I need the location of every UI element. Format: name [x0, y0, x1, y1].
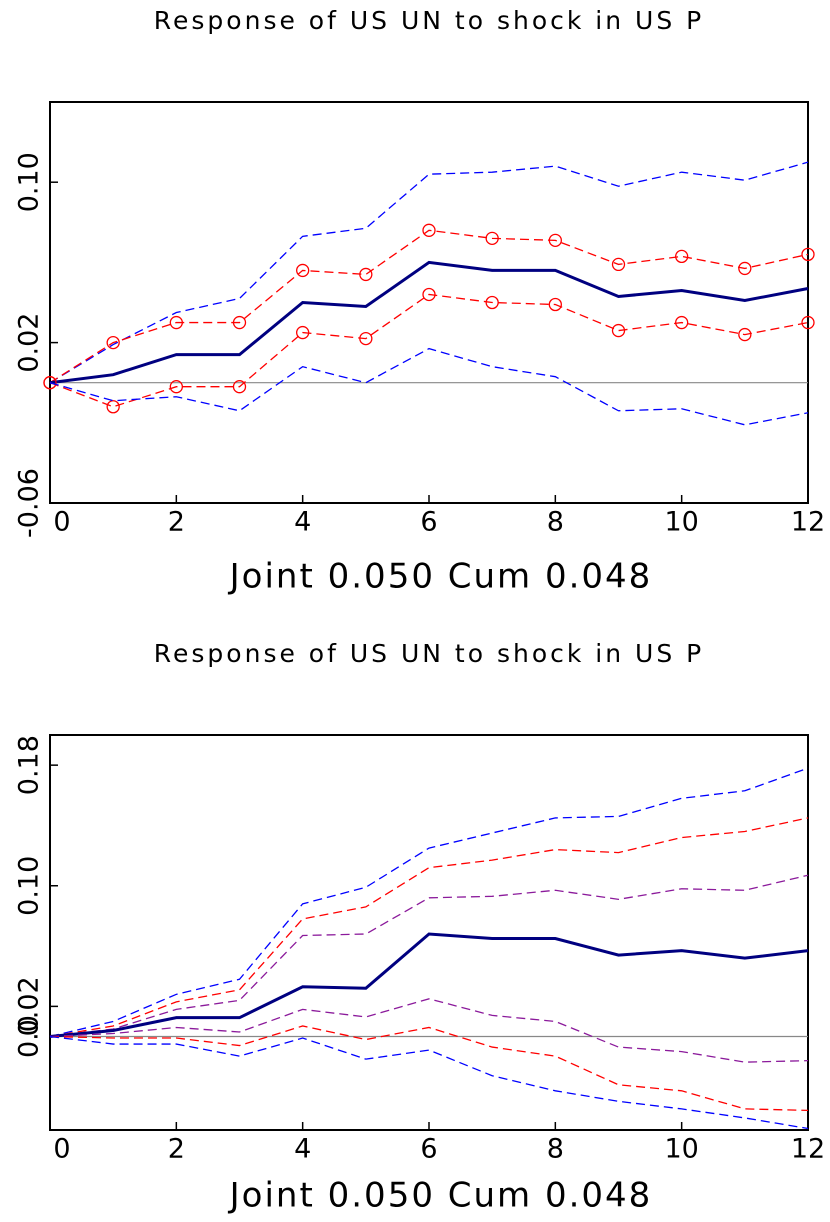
y-tick-label: 0.10 [14, 152, 45, 212]
series-line [49, 293, 809, 408]
point-marker [801, 247, 815, 262]
point-marker [611, 323, 626, 338]
y-tick-label: 0.02 [14, 976, 45, 1036]
series-line [49, 767, 809, 1038]
point-marker [422, 223, 436, 237]
point-marker [422, 287, 436, 302]
y-tick-label: 0.0 [14, 1015, 45, 1058]
series-line [49, 998, 809, 1063]
series-line [49, 874, 809, 1038]
point-marker [106, 400, 120, 414]
y-tick-label: 0.10 [14, 856, 45, 916]
x-tick-label: 6 [420, 1134, 437, 1165]
series-line [49, 817, 809, 1038]
point-marker [548, 297, 562, 312]
point-marker [232, 380, 247, 394]
point-marker [359, 267, 373, 282]
x-tick-label: 2 [168, 507, 185, 538]
point-marker [485, 231, 499, 245]
x-tick-label: 12 [791, 507, 825, 538]
x-tick-label: 12 [791, 1134, 825, 1165]
point-marker [169, 380, 183, 394]
series-line [49, 347, 809, 426]
chart-title: Response of US UN to shock in US P [154, 639, 704, 668]
x-axis-label: Joint 0.050 Cum 0.048 [228, 557, 653, 597]
point-marker [611, 257, 626, 272]
point-marker [296, 325, 310, 340]
x-tick-label: 6 [420, 507, 437, 538]
x-axis-label: Joint 0.050 Cum 0.048 [228, 1176, 653, 1216]
point-marker [675, 315, 689, 330]
point-marker [675, 249, 689, 264]
plot-frame [49, 101, 809, 504]
series-line [49, 229, 809, 384]
series-line [49, 1025, 809, 1112]
point-marker [296, 263, 310, 278]
point-marker [548, 233, 562, 247]
point-marker [738, 327, 752, 342]
x-tick-label: 0 [53, 1134, 70, 1165]
series-line [49, 1035, 809, 1130]
point-marker [232, 315, 247, 330]
point-marker [801, 315, 815, 330]
x-tick-label: 2 [168, 1134, 185, 1165]
x-tick-label: 10 [664, 507, 698, 538]
plot-frame [49, 734, 809, 1131]
chart-title: Response of US UN to shock in US P [154, 6, 704, 35]
series-line [49, 260, 809, 385]
series-line [49, 932, 809, 1039]
y-tick-label: -0.06 [14, 468, 45, 538]
x-tick-label: 8 [547, 1134, 564, 1165]
point-marker [106, 335, 120, 350]
x-tick-label: 8 [547, 507, 564, 538]
point-marker [359, 331, 373, 346]
y-tick-label: 0.02 [14, 313, 45, 373]
point-marker [738, 261, 752, 276]
point-marker [169, 315, 183, 330]
x-tick-label: 0 [53, 507, 70, 538]
point-marker [485, 295, 499, 310]
x-tick-label: 4 [294, 1134, 311, 1165]
x-tick-label: 10 [664, 1134, 698, 1165]
series-line [49, 161, 809, 384]
x-tick-label: 4 [294, 507, 311, 538]
point-marker [43, 376, 57, 390]
y-tick-label: 0.18 [14, 735, 45, 795]
